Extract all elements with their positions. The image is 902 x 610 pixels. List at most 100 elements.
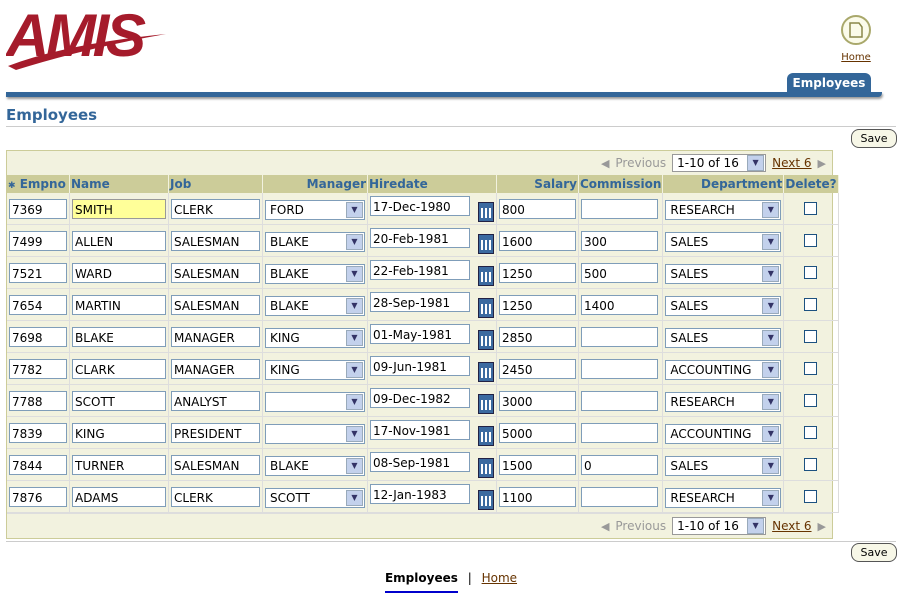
calendar-icon[interactable] (478, 233, 494, 254)
department-select[interactable]: ACCOUNTING ▼ (665, 423, 782, 444)
commission-input[interactable] (581, 486, 658, 507)
delete-checkbox[interactable] (804, 330, 818, 343)
range-select[interactable]: 1-10 of 16 ▼ (672, 517, 767, 535)
department-select[interactable]: RESEARCH ▼ (665, 199, 782, 220)
calendar-icon[interactable] (478, 201, 494, 222)
manager-select[interactable]: KING ▼ (265, 359, 365, 380)
job-input[interactable]: SALESMAN (171, 454, 260, 475)
calendar-icon[interactable] (478, 425, 494, 446)
name-input[interactable]: BLAKE (72, 326, 166, 347)
next-icon[interactable]: ▶ (817, 519, 826, 533)
department-select[interactable]: ACCOUNTING ▼ (665, 359, 782, 380)
name-input[interactable]: CLARK (72, 358, 166, 379)
job-input[interactable]: SALESMAN (171, 294, 260, 315)
job-input[interactable]: SALESMAN (171, 262, 260, 283)
commission-input[interactable] (581, 326, 658, 347)
department-select[interactable]: SALES ▼ (665, 231, 782, 252)
commission-input[interactable] (581, 422, 658, 443)
job-input[interactable]: CLERK (171, 486, 260, 507)
salary-input[interactable]: 2450 (499, 358, 576, 379)
commission-input[interactable]: 0 (581, 454, 658, 475)
hiredate-input[interactable]: 09-Dec-1982 (370, 387, 470, 408)
tab-employees[interactable]: Employees (787, 73, 871, 93)
footer-home-link[interactable]: Home (481, 571, 518, 585)
delete-checkbox[interactable] (804, 298, 818, 311)
hiredate-input[interactable]: 12-Jan-1983 (370, 483, 470, 504)
hiredate-input[interactable]: 20-Feb-1981 (370, 227, 470, 248)
commission-input[interactable] (581, 358, 658, 379)
empno-input[interactable]: 7876 (9, 486, 67, 507)
hiredate-input[interactable]: 17-Dec-1980 (370, 195, 470, 216)
department-select[interactable]: SALES ▼ (665, 295, 782, 316)
name-input[interactable]: MARTIN (72, 294, 166, 315)
department-select[interactable]: RESEARCH ▼ (665, 487, 782, 508)
calendar-icon[interactable] (478, 457, 494, 478)
manager-select[interactable]: BLAKE ▼ (265, 231, 365, 252)
salary-input[interactable]: 1100 (499, 486, 576, 507)
job-input[interactable]: SALESMAN (171, 230, 260, 251)
commission-input[interactable]: 1400 (581, 294, 658, 315)
delete-checkbox[interactable] (804, 234, 818, 247)
delete-checkbox[interactable] (804, 394, 818, 407)
manager-select[interactable]: ▼ (265, 391, 365, 412)
hiredate-input[interactable]: 09-Jun-1981 (370, 355, 470, 376)
department-select[interactable]: SALES ▼ (665, 455, 782, 476)
commission-input[interactable]: 500 (581, 262, 658, 283)
name-input[interactable]: SCOTT (72, 390, 166, 411)
calendar-icon[interactable] (478, 297, 494, 318)
salary-input[interactable]: 2850 (499, 326, 576, 347)
calendar-icon[interactable] (478, 329, 494, 350)
delete-checkbox[interactable] (804, 490, 818, 503)
name-input[interactable]: SMITH (72, 198, 166, 219)
empno-input[interactable]: 7844 (9, 454, 67, 475)
next-icon[interactable]: ▶ (817, 156, 826, 170)
empno-input[interactable]: 7698 (9, 326, 67, 347)
hiredate-input[interactable]: 08-Sep-1981 (370, 451, 470, 472)
name-input[interactable]: TURNER (72, 454, 166, 475)
commission-input[interactable] (581, 390, 658, 411)
delete-checkbox[interactable] (804, 458, 818, 471)
manager-select[interactable]: BLAKE ▼ (265, 295, 365, 316)
delete-checkbox[interactable] (804, 426, 818, 439)
calendar-icon[interactable] (478, 361, 494, 382)
hiredate-input[interactable]: 28-Sep-1981 (370, 291, 470, 312)
salary-input[interactable]: 1250 (499, 262, 576, 283)
job-input[interactable]: MANAGER (171, 358, 260, 379)
save-button-bottom[interactable]: Save (851, 543, 897, 562)
footer-employees[interactable]: Employees (384, 571, 458, 593)
empno-input[interactable]: 7654 (9, 294, 67, 315)
empno-input[interactable]: 7369 (9, 198, 67, 219)
job-input[interactable]: ANALYST (171, 390, 260, 411)
salary-input[interactable]: 800 (499, 198, 576, 219)
hiredate-input[interactable]: 01-May-1981 (370, 323, 470, 344)
manager-select[interactable]: BLAKE ▼ (265, 455, 365, 476)
department-select[interactable]: SALES ▼ (665, 327, 782, 348)
name-input[interactable]: WARD (72, 262, 166, 283)
commission-input[interactable] (581, 198, 658, 219)
calendar-icon[interactable] (478, 489, 494, 510)
empno-input[interactable]: 7499 (9, 230, 67, 251)
global-home-link[interactable]: Home (836, 14, 876, 63)
next-link[interactable]: Next 6 (772, 156, 812, 170)
delete-checkbox[interactable] (804, 202, 818, 215)
salary-input[interactable]: 5000 (499, 422, 576, 443)
empno-input[interactable]: 7782 (9, 358, 67, 379)
save-button-top[interactable]: Save (851, 129, 897, 148)
department-select[interactable]: RESEARCH ▼ (665, 391, 782, 412)
name-input[interactable]: KING (72, 422, 166, 443)
job-input[interactable]: CLERK (171, 198, 260, 219)
salary-input[interactable]: 1600 (499, 230, 576, 251)
home-link[interactable]: Home (841, 52, 871, 63)
delete-checkbox[interactable] (804, 266, 818, 279)
job-input[interactable]: MANAGER (171, 326, 260, 347)
empno-input[interactable]: 7839 (9, 422, 67, 443)
manager-select[interactable]: FORD ▼ (265, 199, 365, 220)
manager-select[interactable]: ▼ (265, 423, 365, 444)
next-link[interactable]: Next 6 (772, 519, 812, 533)
hiredate-input[interactable]: 22-Feb-1981 (370, 259, 470, 280)
salary-input[interactable]: 3000 (499, 390, 576, 411)
job-input[interactable]: PRESIDENT (171, 422, 260, 443)
delete-checkbox[interactable] (804, 362, 818, 375)
calendar-icon[interactable] (478, 265, 494, 286)
manager-select[interactable]: KING ▼ (265, 327, 365, 348)
